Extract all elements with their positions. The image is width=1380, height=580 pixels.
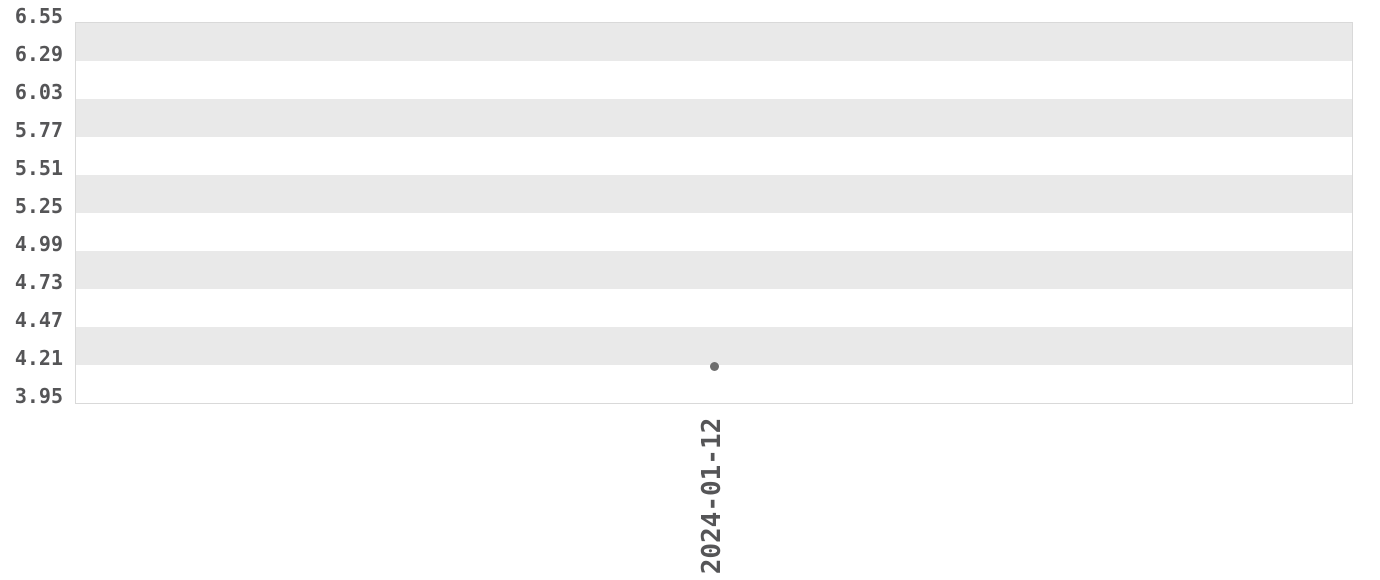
y-tick-label: 6.55	[14, 4, 63, 28]
x-axis-tick-label: 2024-01-12	[697, 417, 727, 575]
y-tick-label: 5.77	[14, 118, 63, 142]
y-tick-label: 4.47	[14, 308, 63, 332]
y-tick-label: 5.51	[14, 156, 63, 180]
grid-band	[76, 61, 1352, 99]
grid-band	[76, 251, 1352, 289]
grid-band	[76, 213, 1352, 251]
data-point[interactable]	[709, 361, 719, 371]
grid-band	[76, 365, 1352, 403]
y-tick-label: 6.03	[14, 80, 63, 104]
grid-band	[76, 327, 1352, 365]
y-tick-label: 3.95	[14, 384, 63, 408]
y-tick-label: 4.21	[14, 346, 63, 370]
y-tick-label: 6.29	[14, 42, 63, 66]
grid-band	[76, 289, 1352, 327]
y-tick-label: 4.73	[14, 270, 63, 294]
y-tick-label: 5.25	[14, 194, 63, 218]
plot-area	[75, 22, 1353, 404]
grid-band	[76, 137, 1352, 175]
grid-band	[76, 175, 1352, 213]
grid-band	[76, 99, 1352, 137]
y-tick-label: 4.99	[14, 232, 63, 256]
grid-band	[76, 23, 1352, 61]
